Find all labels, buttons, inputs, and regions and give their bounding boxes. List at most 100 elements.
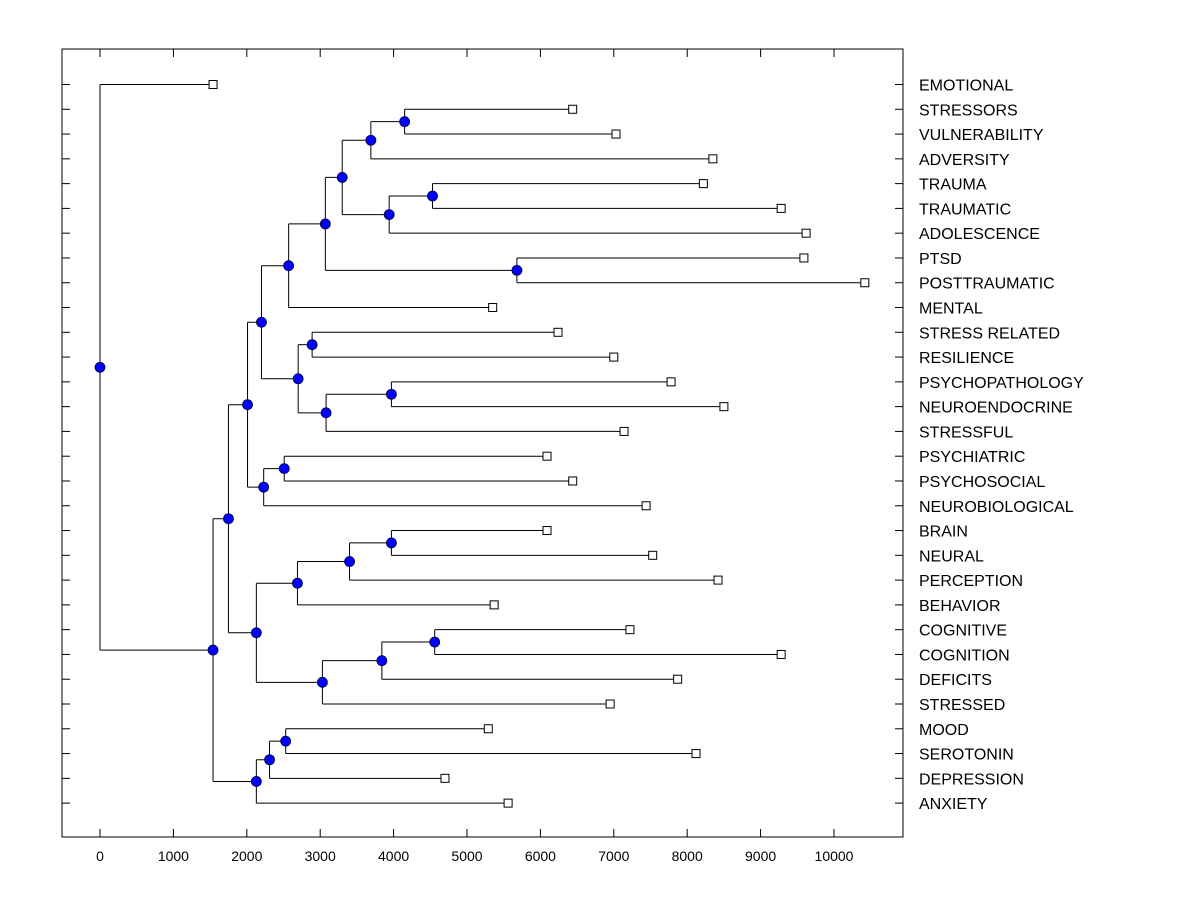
leaf-marker xyxy=(625,625,635,635)
leaf-label: ADOLESCENCE xyxy=(919,226,1040,243)
leaf-marker xyxy=(708,154,718,164)
leaf-marker xyxy=(542,451,552,461)
leaf-marker xyxy=(799,253,809,263)
merge-node xyxy=(278,463,290,474)
plot-frame xyxy=(61,48,904,838)
leaf-label: SEROTONIN xyxy=(919,747,1014,764)
merge-node xyxy=(256,316,267,328)
leaf-marker xyxy=(713,575,723,585)
leaf-marker xyxy=(611,129,621,139)
leaf-label: PSYCHIATRIC xyxy=(919,449,1025,466)
merge-node xyxy=(319,218,331,230)
leaf-label: COGNITIVE xyxy=(919,623,1007,640)
leaf-label: NEUROBIOLOGICAL xyxy=(919,499,1074,516)
merge-node xyxy=(280,735,292,747)
leaf-label: RESILIENCE xyxy=(919,350,1014,367)
leaf-label: NEURAL xyxy=(919,548,984,565)
leaf-marker xyxy=(489,600,499,610)
leaf-label: PTSD xyxy=(919,251,962,268)
leaf-label: PERCEPTION xyxy=(919,573,1023,590)
leaf-marker xyxy=(776,203,786,213)
leaf-marker xyxy=(666,377,676,387)
axis-ticks xyxy=(62,49,903,837)
leaf-label: PSYCHOSOCIAL xyxy=(919,474,1045,491)
leaf-label: MOOD xyxy=(919,722,969,739)
merge-node xyxy=(429,636,441,648)
x-tick-label: 7000 xyxy=(598,848,629,864)
merge-node xyxy=(242,399,253,411)
leaf-marker xyxy=(673,674,683,684)
leaf-marker xyxy=(503,798,513,808)
leaf-label: POSTTRAUMATIC xyxy=(919,276,1055,293)
merge-node xyxy=(511,264,523,276)
leaf-marker xyxy=(776,649,786,659)
leaf-label: TRAUMA xyxy=(919,177,987,194)
leaf-label: NEUROENDOCRINE xyxy=(919,400,1073,417)
merge-node xyxy=(399,116,411,128)
leaf-marker xyxy=(641,501,651,511)
leaf-marker xyxy=(605,699,615,709)
x-tick-label: 2000 xyxy=(231,848,262,864)
x-tick-label: 3000 xyxy=(305,848,336,864)
leaf-labels: EMOTIONAL STRESSORS VULNERABILITY ADVERSITY… xyxy=(919,78,1084,814)
leaf-marker xyxy=(208,80,218,89)
merge-node xyxy=(283,260,295,272)
leaf-label: BEHAVIOR xyxy=(919,598,1001,615)
merge-node xyxy=(94,361,106,373)
merge-node xyxy=(376,655,388,667)
leaf-marker xyxy=(609,352,619,362)
leaf-marker xyxy=(568,104,578,114)
leaf-marker xyxy=(648,550,658,560)
leaf-label: STRESS RELATED xyxy=(919,325,1060,342)
leaf-label: EMOTIONAL xyxy=(919,78,1013,95)
leaf-marker xyxy=(619,426,629,436)
merge-node xyxy=(264,754,275,766)
x-tick-label: 10000 xyxy=(815,848,854,864)
leaf-marker xyxy=(542,526,552,536)
x-tick-label: 9000 xyxy=(745,848,776,864)
leaf-label: STRESSORS xyxy=(919,102,1018,119)
merge-node xyxy=(385,537,397,549)
leaf-label: BRAIN xyxy=(919,524,968,541)
leaf-label: VULNERABILITY xyxy=(919,127,1044,144)
tree-lines xyxy=(99,84,865,804)
merge-node xyxy=(320,407,332,419)
x-tick-labels: 0 1000 2000 3000 4000 5000 6000 7000 8000 9000 100… xyxy=(96,848,854,864)
x-tick-label: 4000 xyxy=(378,848,409,864)
leaf-marker xyxy=(568,476,578,486)
merge-node xyxy=(250,627,262,639)
leaf-marker xyxy=(691,749,701,759)
x-tick-label: 6000 xyxy=(525,848,556,864)
leaf-label: ANXIETY xyxy=(919,796,988,813)
x-tick-label: 5000 xyxy=(451,848,482,864)
merge-node xyxy=(306,339,318,351)
x-tick-label: 1000 xyxy=(158,848,189,864)
leaf-label: ADVERSITY xyxy=(919,152,1010,169)
merge-node xyxy=(207,644,219,656)
leaf-marker xyxy=(440,773,450,783)
merge-node xyxy=(258,481,270,493)
leaf-marker xyxy=(719,402,729,412)
x-tick-label: 8000 xyxy=(672,848,703,864)
merge-node xyxy=(427,190,438,202)
leaf-marker xyxy=(860,278,870,288)
merge-node xyxy=(292,577,303,589)
leaf-marker xyxy=(698,179,708,189)
merge-node xyxy=(344,556,355,567)
leaf-label: DEFICITS xyxy=(919,672,992,689)
leaf-marker xyxy=(488,303,498,313)
leaf-marker xyxy=(801,228,811,238)
leaf-marker xyxy=(553,327,563,337)
leaf-label: STRESSED xyxy=(919,697,1005,714)
merge-node xyxy=(292,373,304,385)
leaf-label: TRAUMATIC xyxy=(919,201,1011,218)
merge-node xyxy=(383,209,395,220)
merge-node xyxy=(317,676,328,688)
merge-node xyxy=(365,134,377,146)
leaf-label: DEPRESSION xyxy=(919,771,1024,788)
leaf-label: PSYCHOPATHOLOGY xyxy=(919,375,1084,392)
merge-node xyxy=(250,776,262,787)
merge-node xyxy=(385,388,397,400)
node-markers xyxy=(94,116,523,787)
